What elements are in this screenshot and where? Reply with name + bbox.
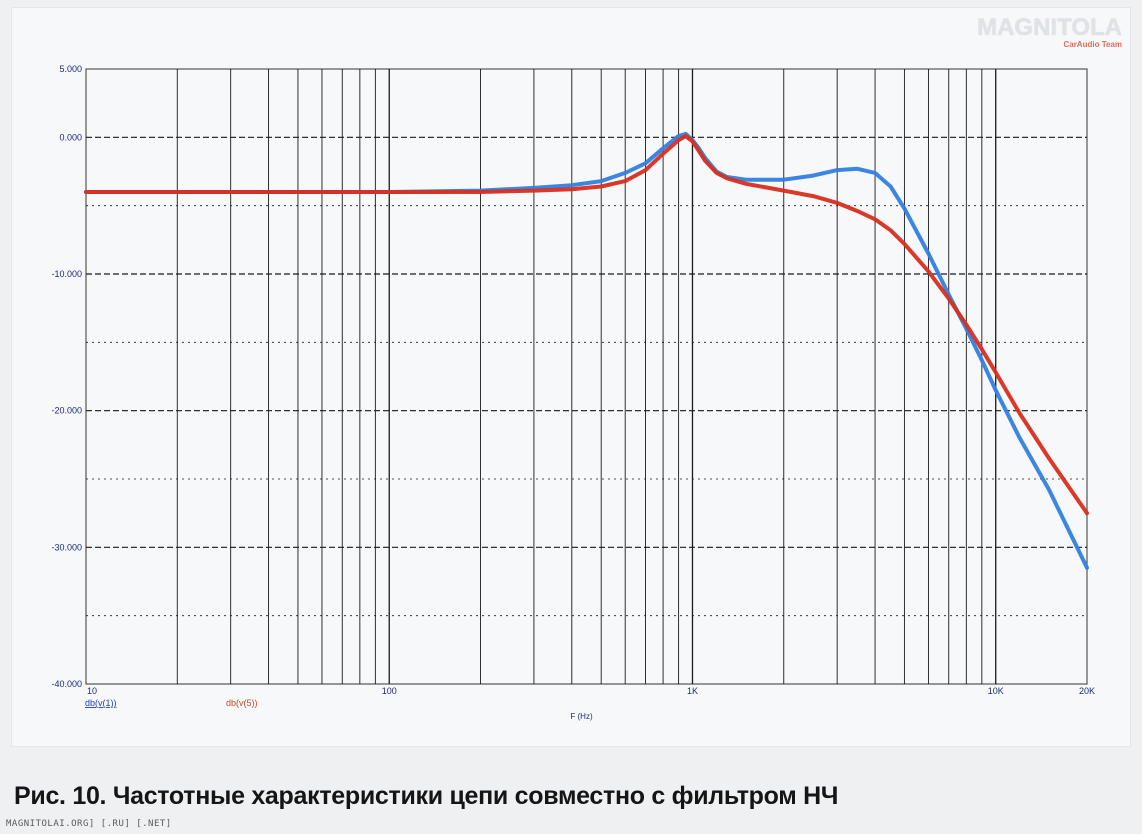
frequency-response-chart: 5.000 0.000 -10.000 -20.000 -30.000 -40.000 10… xyxy=(51,64,1095,721)
watermark-logo: MAGNITOLA CarAudio Team xyxy=(977,14,1122,50)
legend-entry-series-2: db(v(5)) xyxy=(226,698,258,708)
y-tick-label: 5.000 xyxy=(59,64,82,74)
legend-entry-series-1: db(v(1)) xyxy=(85,698,117,708)
grid-layer xyxy=(85,68,1088,685)
y-tick-label: -40.000 xyxy=(51,679,82,689)
x-tick-label: 100 xyxy=(382,686,397,696)
y-tick-label: -20.000 xyxy=(51,406,82,416)
label-layer: 5.000 0.000 -10.000 -20.000 -30.000 -40.000 10… xyxy=(51,64,1095,721)
x-tick-label: 10 xyxy=(87,686,97,696)
x-tick-label: 10K xyxy=(988,686,1004,696)
x-axis-label: F (Hz) xyxy=(570,712,593,721)
figure-sheet xyxy=(12,8,1130,746)
series-line-1 xyxy=(84,131,1089,570)
series-line-2 xyxy=(84,134,1089,516)
y-tick-label: 0.000 xyxy=(59,132,82,142)
y-tick-label: -10.000 xyxy=(51,269,82,279)
y-tick-label: -30.000 xyxy=(51,542,82,552)
x-tick-label: 20K xyxy=(1079,686,1095,696)
site-label: MAGNITOLAI.ORG] [.RU] [.NET] xyxy=(6,819,172,829)
plot-frame xyxy=(85,68,1088,685)
watermark-team: CarAudio Team xyxy=(1063,40,1122,49)
watermark-brand: MAGNITOLA xyxy=(977,14,1122,41)
series-layer xyxy=(84,131,1089,570)
figure-caption: Рис. 10. Частотные характеристики цепи с… xyxy=(14,782,839,810)
x-tick-label: 1K xyxy=(687,686,698,696)
